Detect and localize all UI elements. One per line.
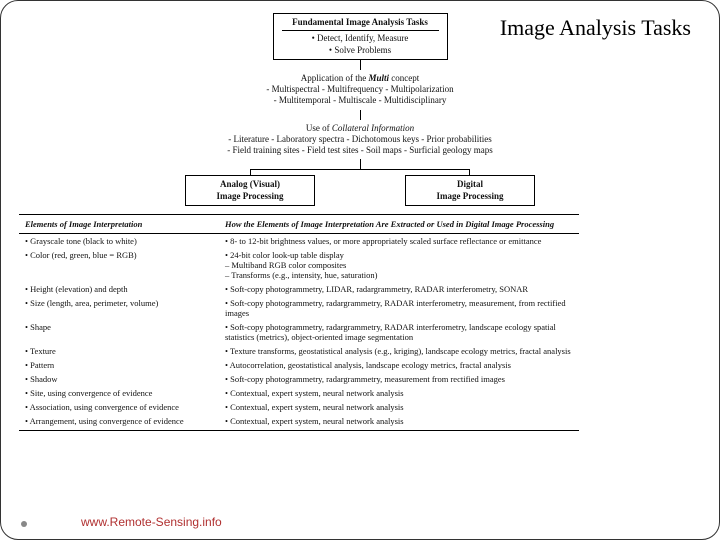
digital-l1: Digital <box>410 179 530 190</box>
box-fundamental: Fundamental Image Analysis Tasks • Detec… <box>273 13 448 60</box>
table-head: Elements of Image Interpretation How the… <box>19 214 579 234</box>
cell-right: • Contextual, expert system, neural netw… <box>219 401 579 413</box>
collateral-line1: Use of Collateral Information <box>148 123 572 134</box>
cell-left: • Pattern <box>19 359 219 371</box>
drop-right <box>469 169 470 175</box>
table-row: • Site, using convergence of evidence• C… <box>19 386 579 400</box>
box-analog: Analog (Visual) Image Processing <box>185 175 315 206</box>
cell-right: • Soft-copy photogrammetry, LIDAR, radar… <box>219 283 579 295</box>
th-left: Elements of Image Interpretation <box>19 215 219 233</box>
fundamental-line2: • Solve Problems <box>282 45 439 56</box>
multi-line3: - Multitemporal - Multiscale - Multidisc… <box>218 95 502 106</box>
collateral-l1a: Use of <box>306 123 332 133</box>
table-row: • Arrangement, using convergence of evid… <box>19 414 579 428</box>
connector-3 <box>360 159 361 169</box>
cell-left: • Height (elevation) and depth <box>19 283 219 295</box>
digital-l2: Image Processing <box>410 191 530 202</box>
cell-left: • Shape <box>19 321 219 343</box>
fundamental-header: Fundamental Image Analysis Tasks <box>282 17 439 31</box>
multi-line2: - Multispectral - Multifrequency - Multi… <box>218 84 502 95</box>
multi-line1: Application of the Multi concept <box>218 73 502 84</box>
table-row: • Texture• Texture transforms, geostatis… <box>19 344 579 358</box>
connector-2 <box>360 110 361 120</box>
split-row: Analog (Visual) Image Processing Digital… <box>140 175 580 206</box>
cell-right: • Soft-copy photogrammetry, radargrammet… <box>219 297 579 319</box>
collateral-l1b: Collateral Information <box>332 123 414 133</box>
analog-l1: Analog (Visual) <box>190 179 310 190</box>
table-row: • Grayscale tone (black to white)• 8- to… <box>19 234 579 248</box>
collateral-line3: - Field training sites - Field test site… <box>148 145 572 156</box>
table-row: • Shadow• Soft-copy photogrammetry, rada… <box>19 372 579 386</box>
cell-right: • 24-bit color look-up table display – M… <box>219 249 579 281</box>
table-row: • Height (elevation) and depth• Soft-cop… <box>19 282 579 296</box>
cell-left: • Texture <box>19 345 219 357</box>
table-row: • Shape• Soft-copy photogrammetry, radar… <box>19 320 579 344</box>
collateral-line2: - Literature - Laboratory spectra - Dich… <box>148 134 572 145</box>
table-foot-rule <box>19 430 579 431</box>
cell-left: • Site, using convergence of evidence <box>19 387 219 399</box>
analog-l2: Image Processing <box>190 191 310 202</box>
flow-diagram: Fundamental Image Analysis Tasks • Detec… <box>80 13 640 206</box>
comparison-table: Elements of Image Interpretation How the… <box>19 214 579 431</box>
cell-right: • Texture transforms, geostatistical ana… <box>219 345 579 357</box>
cell-right: • Soft-copy photogrammetry, radargrammet… <box>219 373 579 385</box>
cell-left: • Shadow <box>19 373 219 385</box>
slide-title: Image Analysis Tasks <box>500 15 691 41</box>
box-digital: Digital Image Processing <box>405 175 535 206</box>
th-right: How the Elements of Image Interpretation… <box>219 215 579 233</box>
fundamental-line1: • Detect, Identify, Measure <box>282 33 439 44</box>
cell-right: • 8- to 12-bit brightness values, or mor… <box>219 235 579 247</box>
cell-left: • Size (length, area, perimeter, volume) <box>19 297 219 319</box>
table-row: • Color (red, green, blue = RGB)• 24-bit… <box>19 248 579 282</box>
box-collateral: Use of Collateral Information - Literatu… <box>140 120 580 160</box>
table-row: • Size (length, area, perimeter, volume)… <box>19 296 579 320</box>
multi-l1b: Multi <box>368 73 389 83</box>
cell-right: • Contextual, expert system, neural netw… <box>219 387 579 399</box>
table-row: • Association, using convergence of evid… <box>19 400 579 414</box>
table-row: • Pattern• Autocorrelation, geostatistic… <box>19 358 579 372</box>
multi-l1a: Application of the <box>301 73 369 83</box>
multi-l1c: concept <box>389 73 419 83</box>
cell-left: • Color (red, green, blue = RGB) <box>19 249 219 281</box>
cell-left: • Association, using convergence of evid… <box>19 401 219 413</box>
slide-frame: Image Analysis Tasks Fundamental Image A… <box>0 0 720 540</box>
footer-link: www.Remote-Sensing.info <box>81 515 222 529</box>
cell-left: • Grayscale tone (black to white) <box>19 235 219 247</box>
table-body: • Grayscale tone (black to white)• 8- to… <box>19 234 579 428</box>
page-indicator <box>21 521 27 527</box>
connector-1 <box>360 60 361 70</box>
cell-right: • Autocorrelation, geostatistical analys… <box>219 359 579 371</box>
drop-left <box>250 169 251 175</box>
box-multi: Application of the Multi concept - Multi… <box>210 70 510 110</box>
cell-right: • Contextual, expert system, neural netw… <box>219 415 579 427</box>
cell-left: • Arrangement, using convergence of evid… <box>19 415 219 427</box>
cell-right: • Soft-copy photogrammetry, radargrammet… <box>219 321 579 343</box>
